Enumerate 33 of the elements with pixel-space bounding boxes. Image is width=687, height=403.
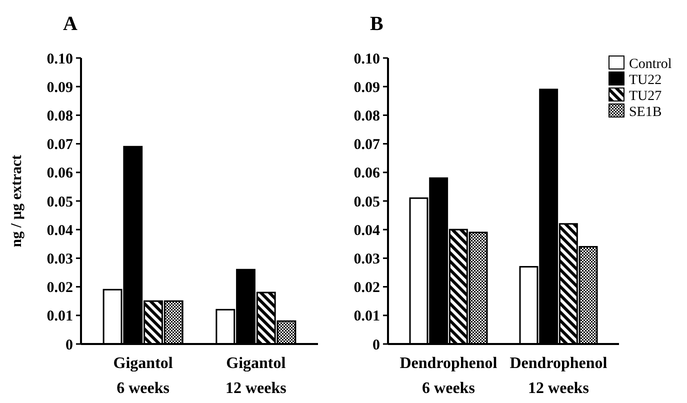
y-tick-label: 0.07 bbox=[354, 137, 380, 154]
x-tick-label: Gigantol 12 weeks bbox=[225, 355, 286, 397]
x-tick-label: Gigantol 6 weeks bbox=[113, 355, 174, 397]
legend-label: Control bbox=[629, 56, 672, 72]
y-tick-label: 0.04 bbox=[354, 222, 380, 239]
y-tick-label: 0.04 bbox=[46, 222, 74, 239]
legend-label: TU22 bbox=[629, 72, 662, 88]
y-tick-label: 0.10 bbox=[354, 51, 380, 68]
y-tick-label: 0.08 bbox=[46, 108, 73, 124]
y-tick-label: 0.07 bbox=[46, 137, 74, 154]
chart-title: A bbox=[63, 13, 78, 35]
y-tick-label: 0.01 bbox=[354, 308, 380, 325]
y-tick-label: 0 bbox=[372, 337, 380, 354]
y-tick-label: 0.05 bbox=[46, 194, 73, 210]
y-tick-label: 0.09 bbox=[46, 80, 73, 96]
y-tick-label: 0.01 bbox=[46, 308, 73, 325]
y-tick-label: 0.09 bbox=[354, 80, 380, 96]
y-tick-label: 0.03 bbox=[354, 251, 380, 268]
y-tick-label: 0.02 bbox=[354, 280, 380, 296]
x-tick-label: Dendrophenol 12 weeks bbox=[510, 355, 608, 397]
y-tick-label: 0.06 bbox=[46, 166, 74, 182]
y-tick-label: 0.03 bbox=[46, 251, 73, 268]
y-tick-label: 0.06 bbox=[354, 166, 380, 182]
y-axis-title: ng / µg extract bbox=[9, 154, 25, 248]
legend-label: TU27 bbox=[629, 88, 662, 104]
y-tick-label: 0.05 bbox=[354, 194, 380, 210]
y-tick-label: 0.08 bbox=[354, 108, 380, 124]
y-tick-label: 0 bbox=[66, 337, 73, 354]
y-tick-label: 0.02 bbox=[46, 280, 73, 296]
legend-label: SE1B bbox=[629, 104, 662, 120]
x-tick-label: Dendrophenol 6 weeks bbox=[400, 355, 498, 397]
chart-title: B bbox=[370, 13, 384, 35]
y-tick-label: 0.10 bbox=[46, 51, 73, 68]
